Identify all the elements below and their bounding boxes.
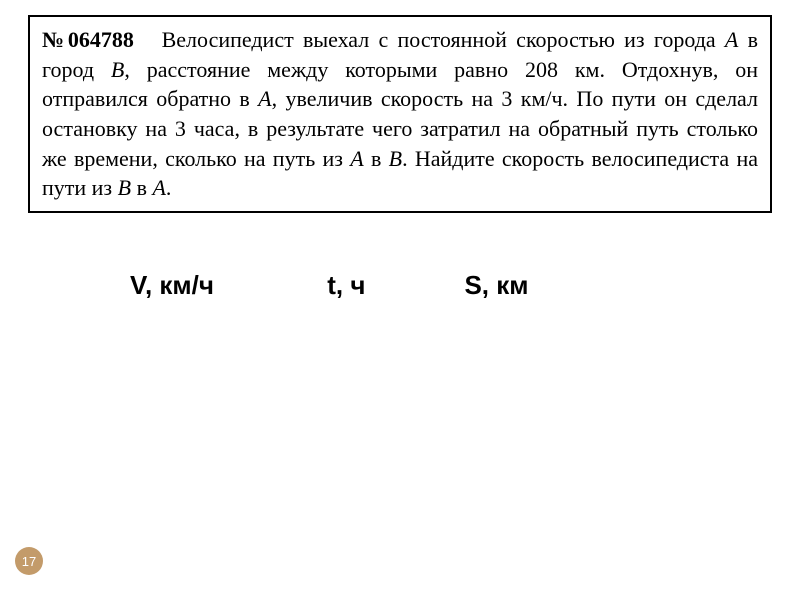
var-a: A (725, 27, 738, 52)
problem-p5: в (364, 146, 389, 171)
page-number-badge: 17 (15, 547, 43, 575)
problem-p8: . (166, 175, 172, 200)
var-b: B (118, 175, 131, 200)
page-number: 17 (22, 554, 36, 569)
problem-p7: в (131, 175, 152, 200)
var-a: A (152, 175, 165, 200)
problem-number: №064788 (42, 27, 134, 52)
problem-text: №064788 Велосипедист выехал с постоянной… (42, 25, 758, 203)
problem-p1: Велосипедист выехал с постоянной скорост… (162, 27, 725, 52)
var-a: A (350, 146, 363, 171)
var-a: A (258, 86, 271, 111)
column-distance: S, км (464, 270, 584, 301)
var-b: B (389, 146, 402, 171)
column-speed: V, км/ч (130, 270, 320, 301)
column-time: t, ч (327, 270, 457, 301)
problem-box: №064788 Велосипедист выехал с постоянной… (28, 15, 772, 213)
var-b: B (111, 57, 124, 82)
table-header: V, км/ч t, ч S, км (130, 270, 584, 301)
